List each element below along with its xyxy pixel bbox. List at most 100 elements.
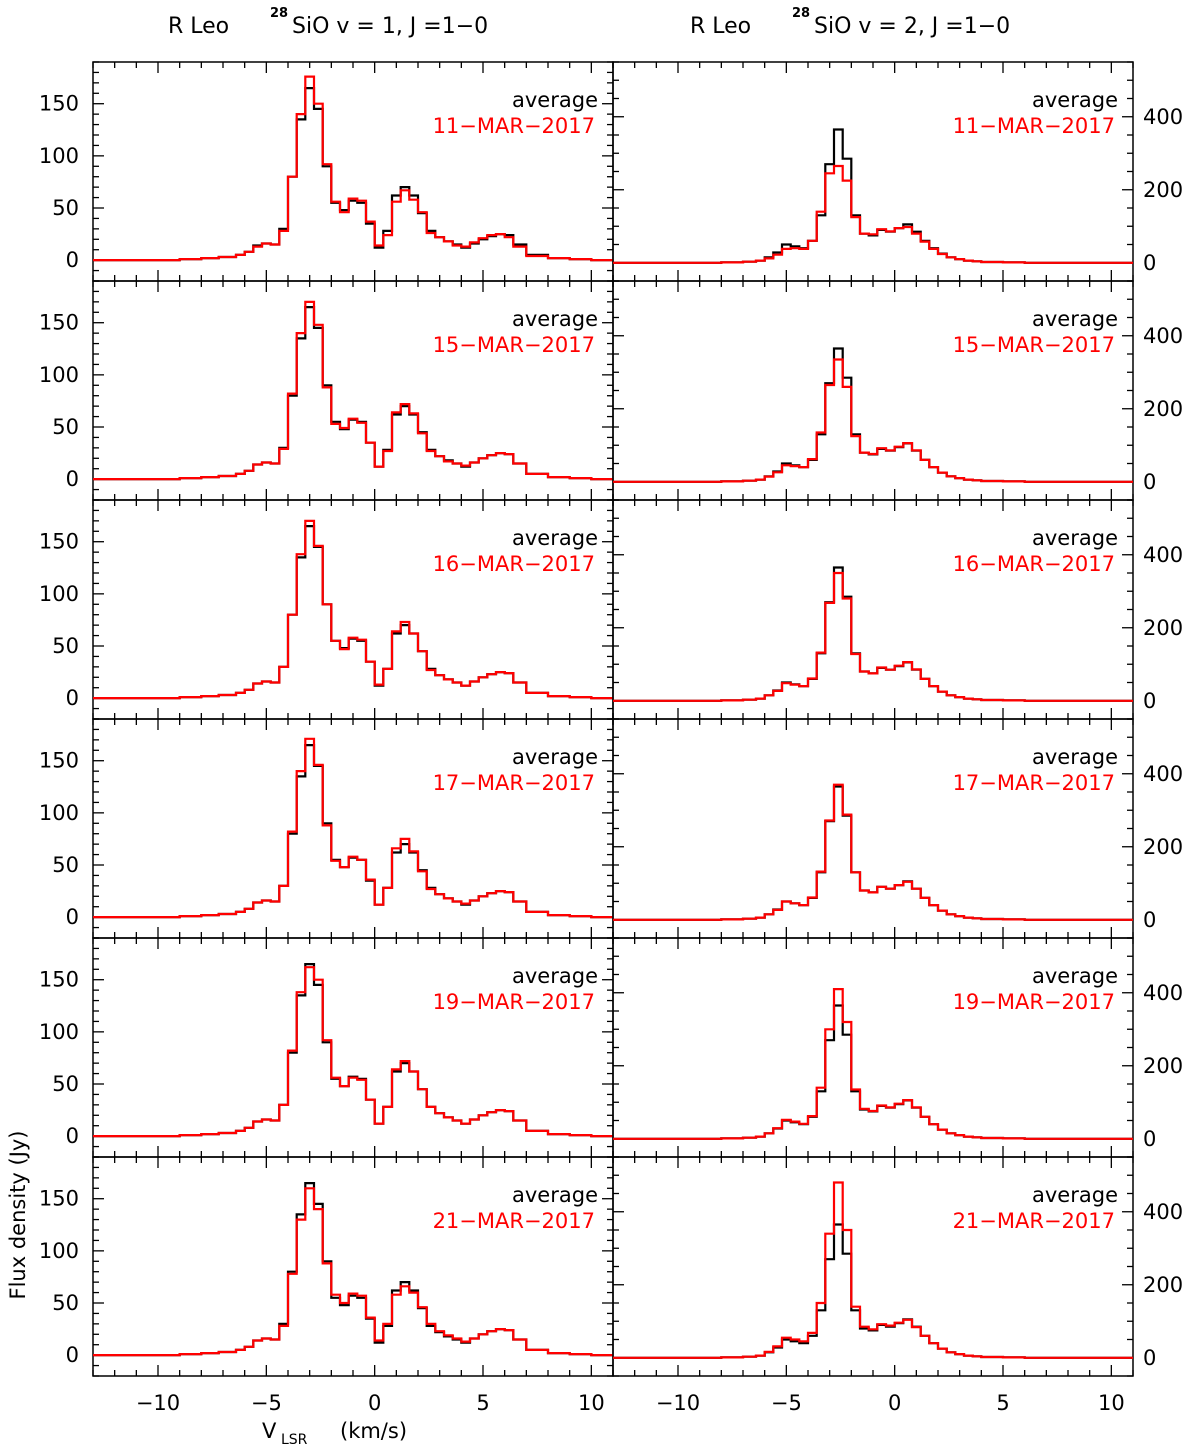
legend-epoch-label: 11−MAR−2017 [953, 114, 1115, 138]
x-axis-label-subscript: LSR [281, 1432, 308, 1448]
y-tick-label: 100 [39, 1020, 79, 1044]
y-tick-label: 0 [1143, 689, 1156, 713]
y-tick-label: 0 [1143, 908, 1156, 932]
legend-average-label: average [1032, 1183, 1118, 1207]
right-title-superscript: 28 [792, 6, 810, 21]
x-tick-label: 0 [368, 1391, 381, 1415]
x-tick-label: 10 [1098, 1391, 1125, 1415]
legend-average-label: average [1032, 307, 1118, 331]
epoch-spectrum-line [93, 966, 613, 1138]
x-tick-label: −10 [136, 1391, 180, 1415]
left-title-rest: SiO v = 1, J =1−0 [292, 14, 488, 39]
y-tick-label: 150 [39, 1187, 79, 1211]
right-title-rest: SiO v = 2, J =1−0 [814, 14, 1010, 39]
y-tick-label: 50 [52, 634, 79, 658]
y-tick-label: 0 [66, 1124, 79, 1148]
epoch-spectrum-line [613, 1181, 1133, 1359]
x-tick-label: 5 [476, 1391, 489, 1415]
legend-epoch-label: 17−MAR−2017 [953, 771, 1115, 795]
y-tick-label: 400 [1143, 324, 1183, 348]
legend-epoch-label: 21−MAR−2017 [953, 1209, 1115, 1233]
y-tick-label: 150 [39, 92, 79, 116]
legend-average-label: average [512, 526, 598, 550]
y-tick-label: 50 [52, 196, 79, 220]
y-tick-label: 0 [1143, 251, 1156, 275]
legend-average-label: average [1032, 88, 1118, 112]
legend-average-label: average [512, 307, 598, 331]
legend-average-label: average [512, 88, 598, 112]
y-tick-label: 400 [1143, 105, 1183, 129]
epoch-spectrum-line [93, 300, 613, 481]
y-tick-label: 200 [1143, 397, 1183, 421]
y-tick-label: 100 [39, 582, 79, 606]
legend-epoch-label: 15−MAR−2017 [433, 333, 595, 357]
epoch-spectrum-line [93, 737, 613, 919]
y-tick-label: 400 [1143, 1200, 1183, 1224]
epoch-spectrum-line [93, 1187, 613, 1357]
legend-average-label: average [1032, 745, 1118, 769]
average-spectrum-line [613, 1004, 1133, 1140]
epoch-spectrum-line [613, 358, 1133, 483]
left-title-superscript: 28 [270, 6, 288, 21]
legend-average-label: average [512, 1183, 598, 1207]
y-tick-label: 400 [1143, 762, 1183, 786]
legend-epoch-label: 19−MAR−2017 [433, 990, 595, 1014]
y-tick-label: 150 [39, 530, 79, 554]
legend-epoch-label: 11−MAR−2017 [433, 114, 595, 138]
x-tick-label: 5 [996, 1391, 1009, 1415]
y-tick-label: 100 [39, 363, 79, 387]
y-tick-label: 150 [39, 311, 79, 335]
x-tick-label: −5 [771, 1391, 802, 1415]
y-tick-label: 0 [66, 467, 79, 491]
x-tick-label: 10 [578, 1391, 605, 1415]
x-axis-label-unit: (km/s) [340, 1419, 407, 1443]
y-tick-label: 0 [66, 1343, 79, 1367]
legend-average-label: average [1032, 964, 1118, 988]
average-spectrum-line [613, 566, 1133, 702]
y-tick-label: 400 [1143, 981, 1183, 1005]
legend-epoch-label: 21−MAR−2017 [433, 1209, 595, 1233]
epoch-spectrum-line [613, 571, 1133, 702]
x-tick-label: −10 [656, 1391, 700, 1415]
x-tick-label: 0 [888, 1391, 901, 1415]
average-spectrum-line [613, 1223, 1133, 1359]
y-tick-label: 50 [52, 415, 79, 439]
y-tick-label: 200 [1143, 835, 1183, 859]
y-tick-label: 100 [39, 144, 79, 168]
x-axis-label-main: V [262, 1419, 277, 1443]
y-tick-label: 400 [1143, 543, 1183, 567]
y-tick-label: 0 [1143, 470, 1156, 494]
legend-average-label: average [512, 745, 598, 769]
y-tick-label: 50 [52, 1291, 79, 1315]
y-tick-label: 150 [39, 749, 79, 773]
legend-epoch-label: 16−MAR−2017 [953, 552, 1115, 576]
y-tick-label: 200 [1143, 1273, 1183, 1297]
average-spectrum-line [613, 347, 1133, 483]
legend-epoch-label: 15−MAR−2017 [953, 333, 1115, 357]
average-spectrum-line [613, 128, 1133, 264]
y-tick-label: 200 [1143, 178, 1183, 202]
axis-titles: Flux density (Jy) V LSR (km/s) [6, 1130, 407, 1448]
right-title-prefix: R Leo [690, 14, 751, 39]
epoch-spectrum-line [613, 164, 1133, 264]
x-tick-label: −5 [251, 1391, 282, 1415]
legend-epoch-label: 16−MAR−2017 [433, 552, 595, 576]
y-tick-label: 0 [1143, 1346, 1156, 1370]
legend-average-label: average [1032, 526, 1118, 550]
y-tick-label: 0 [66, 248, 79, 272]
epoch-spectrum-line [93, 75, 613, 262]
left-title-prefix: R Leo [168, 14, 229, 39]
y-tick-label: 150 [39, 968, 79, 992]
y-tick-label: 0 [1143, 1127, 1156, 1151]
